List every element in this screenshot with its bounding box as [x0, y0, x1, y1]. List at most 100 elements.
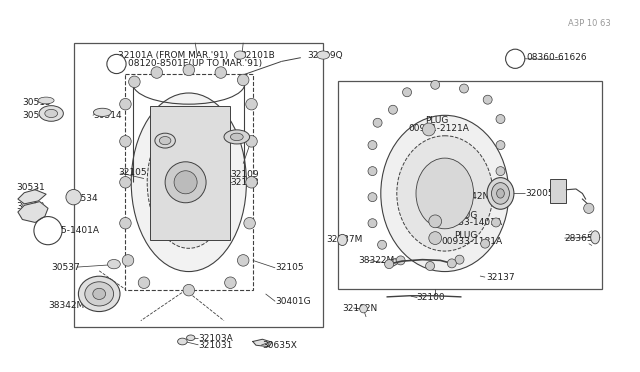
- Ellipse shape: [317, 51, 330, 59]
- Text: 32137M: 32137M: [326, 235, 363, 244]
- Ellipse shape: [187, 335, 195, 341]
- Circle shape: [368, 193, 377, 202]
- Ellipse shape: [234, 51, 246, 59]
- Circle shape: [120, 218, 131, 229]
- Text: 30534: 30534: [69, 194, 98, 203]
- Circle shape: [246, 136, 257, 147]
- Circle shape: [183, 64, 195, 76]
- Circle shape: [237, 255, 249, 266]
- Ellipse shape: [360, 305, 367, 313]
- Text: 28365X: 28365X: [564, 234, 599, 243]
- Text: 08360-61626: 08360-61626: [526, 53, 587, 62]
- Text: 32105: 32105: [275, 263, 304, 272]
- Text: 38322M: 38322M: [358, 256, 395, 265]
- Circle shape: [165, 162, 206, 203]
- Circle shape: [483, 95, 492, 104]
- Text: 32005M: 32005M: [525, 189, 561, 198]
- Ellipse shape: [93, 288, 106, 299]
- Circle shape: [460, 84, 468, 93]
- Bar: [150, 106, 230, 240]
- Circle shape: [429, 215, 442, 228]
- Polygon shape: [387, 259, 398, 266]
- Circle shape: [447, 259, 456, 268]
- Circle shape: [385, 260, 394, 269]
- Ellipse shape: [487, 177, 514, 209]
- Text: 08915-1401A: 08915-1401A: [38, 226, 99, 235]
- Ellipse shape: [39, 106, 63, 121]
- Ellipse shape: [381, 115, 509, 272]
- Circle shape: [431, 80, 440, 89]
- Circle shape: [368, 219, 377, 228]
- Circle shape: [481, 239, 490, 248]
- Ellipse shape: [45, 109, 58, 118]
- Text: PLUG: PLUG: [426, 116, 449, 125]
- Circle shape: [107, 54, 126, 74]
- Circle shape: [120, 136, 131, 147]
- Ellipse shape: [85, 282, 114, 306]
- Text: 32009Q: 32009Q: [307, 51, 343, 60]
- Text: 30514: 30514: [93, 111, 122, 120]
- Text: PLUG: PLUG: [454, 231, 478, 240]
- Circle shape: [66, 189, 81, 205]
- Circle shape: [237, 74, 249, 86]
- Circle shape: [246, 177, 257, 188]
- Circle shape: [151, 67, 163, 78]
- Bar: [125, 74, 253, 290]
- Ellipse shape: [155, 133, 175, 148]
- Circle shape: [120, 99, 131, 110]
- Circle shape: [373, 118, 382, 127]
- Bar: [74, 43, 323, 327]
- Text: 38342N: 38342N: [454, 192, 490, 201]
- Ellipse shape: [38, 97, 54, 104]
- Text: A3P 10 63: A3P 10 63: [568, 19, 611, 28]
- Circle shape: [174, 171, 197, 194]
- Circle shape: [492, 218, 500, 227]
- Text: 30542: 30542: [16, 202, 45, 211]
- Circle shape: [422, 123, 435, 136]
- Text: 32100: 32100: [416, 293, 445, 302]
- Circle shape: [455, 255, 464, 264]
- Ellipse shape: [93, 108, 111, 116]
- Circle shape: [122, 255, 134, 266]
- Text: 32108: 32108: [230, 178, 259, 187]
- Text: 30531: 30531: [16, 183, 45, 192]
- Ellipse shape: [492, 183, 509, 204]
- Ellipse shape: [177, 338, 187, 345]
- Circle shape: [34, 217, 62, 245]
- Polygon shape: [18, 190, 46, 204]
- Ellipse shape: [79, 276, 120, 311]
- Ellipse shape: [131, 93, 246, 272]
- Ellipse shape: [108, 260, 120, 269]
- Text: V: V: [45, 226, 51, 235]
- Circle shape: [429, 232, 442, 244]
- Bar: [550, 179, 566, 203]
- Polygon shape: [18, 202, 48, 222]
- Circle shape: [215, 67, 227, 78]
- Circle shape: [225, 277, 236, 288]
- Circle shape: [496, 167, 505, 176]
- Circle shape: [378, 240, 387, 249]
- Text: 32101B: 32101B: [240, 51, 275, 60]
- Text: 32103A: 32103A: [198, 334, 233, 343]
- Ellipse shape: [230, 133, 243, 141]
- Ellipse shape: [497, 189, 504, 198]
- Circle shape: [183, 285, 195, 296]
- Circle shape: [368, 167, 377, 176]
- Text: 30515: 30515: [22, 98, 51, 107]
- Text: 30502: 30502: [22, 111, 51, 120]
- Text: 32137: 32137: [486, 273, 515, 282]
- Circle shape: [496, 141, 505, 150]
- Circle shape: [496, 115, 505, 124]
- Polygon shape: [253, 339, 272, 347]
- Circle shape: [368, 141, 377, 150]
- Text: PLUG: PLUG: [454, 211, 478, 220]
- Text: 30400: 30400: [152, 138, 181, 147]
- Text: B: B: [114, 60, 119, 68]
- Text: S: S: [513, 54, 518, 63]
- Ellipse shape: [397, 136, 493, 251]
- Circle shape: [396, 256, 405, 265]
- Circle shape: [496, 193, 505, 202]
- Text: 30537: 30537: [51, 263, 80, 272]
- Text: 32102N: 32102N: [342, 304, 378, 312]
- Text: 30635X: 30635X: [262, 341, 297, 350]
